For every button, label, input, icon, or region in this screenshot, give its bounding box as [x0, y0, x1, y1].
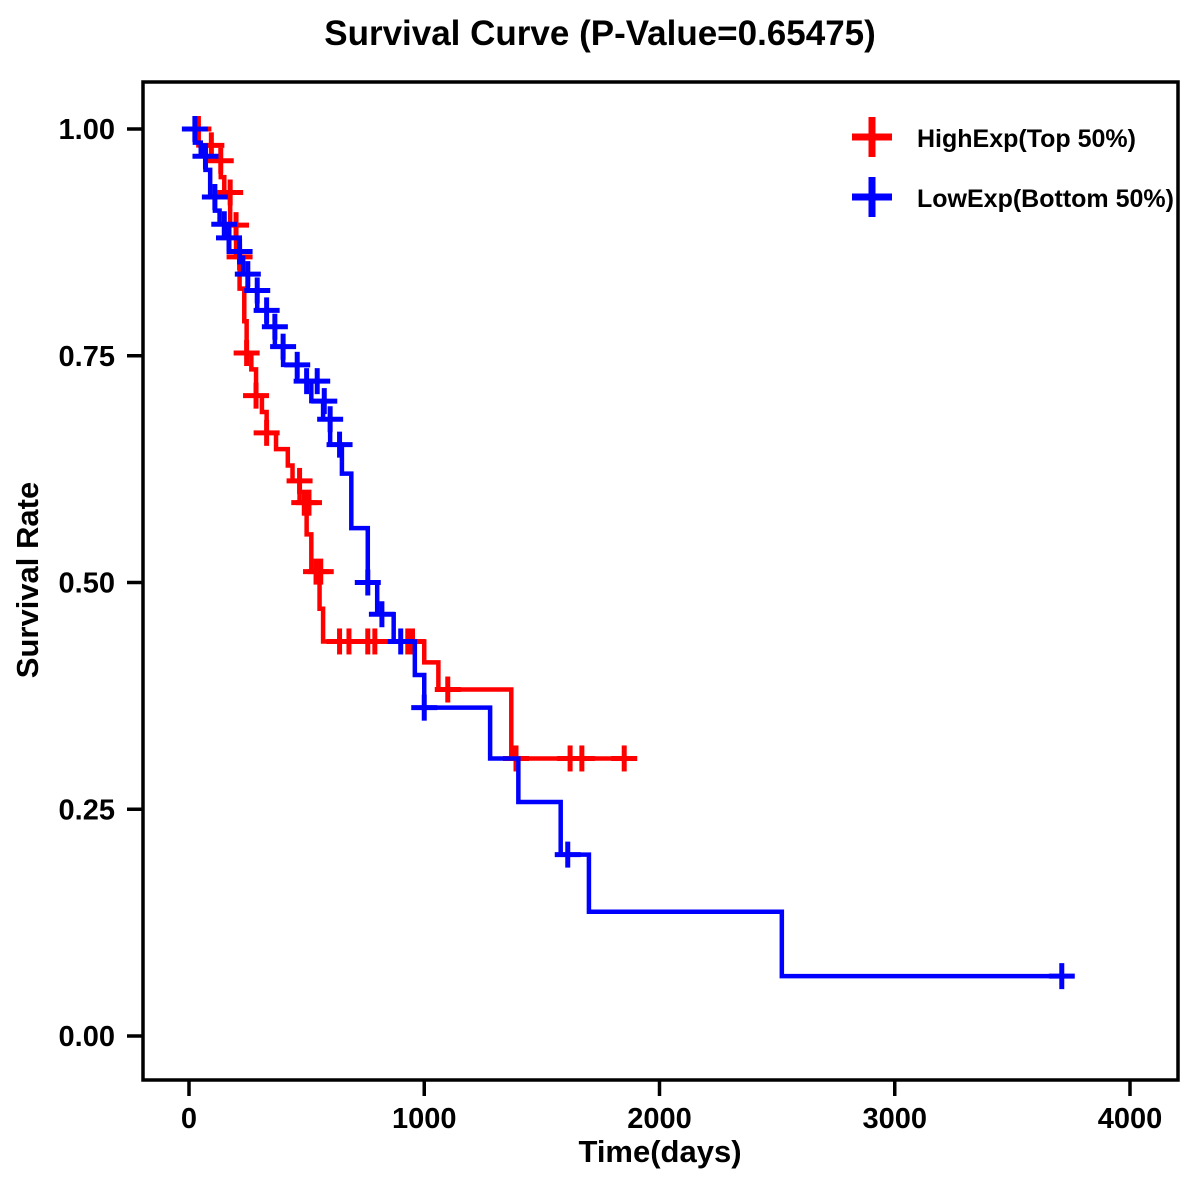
series-low-exp — [181, 116, 1075, 990]
censor-marker — [361, 628, 388, 655]
censor-marker — [434, 676, 461, 703]
censor-marker — [253, 419, 280, 446]
censor-marker — [211, 211, 238, 238]
x-axis-ticks: 0 1000 2000 3000 4000 — [181, 1080, 1162, 1135]
y-tick-label: 0.00 — [59, 1021, 115, 1053]
censor-marker — [295, 489, 322, 516]
step-line — [189, 126, 627, 761]
page-title: Survival Curve (P-Value=0.65475) — [324, 14, 876, 53]
censor-marker — [411, 694, 438, 721]
legend-label: HighExp(Top 50%) — [917, 125, 1136, 153]
censor-marker — [226, 238, 253, 265]
censor-marker — [243, 382, 270, 409]
censor-marker — [244, 277, 271, 304]
censor-marker — [261, 313, 288, 340]
y-axis-ticks: 0.00 0.25 0.50 0.75 1.00 — [59, 114, 143, 1053]
x-axis-label: Time(days) — [578, 1134, 741, 1169]
chart-legend: HighExp(Top 50%) LowExp(Bottom 50%) — [852, 117, 1174, 217]
censor-marker — [253, 297, 280, 324]
censor-marker — [192, 143, 219, 170]
censor-marker — [201, 184, 228, 211]
censor-marker — [217, 179, 244, 206]
x-tick-label: 0 — [181, 1103, 197, 1135]
y-tick-label: 1.00 — [59, 114, 115, 146]
censor-marker — [234, 261, 261, 288]
series-layer — [181, 116, 1075, 990]
plot-frame — [141, 80, 1180, 1082]
censor-marker — [270, 333, 297, 360]
y-tick-label: 0.75 — [59, 341, 115, 373]
censor-marker — [554, 841, 581, 868]
x-tick-label: 3000 — [862, 1103, 927, 1135]
censor-marker — [286, 467, 313, 494]
y-tick-label: 0.50 — [59, 568, 115, 600]
step-line — [189, 126, 1074, 979]
censor-marker — [568, 745, 595, 772]
series-high-exp — [185, 116, 638, 772]
censor-marker — [1048, 963, 1075, 990]
censor-marker — [611, 745, 638, 772]
censor-marker — [368, 601, 395, 628]
censor-marker — [307, 558, 334, 585]
y-axis-label: Survival Rate — [10, 482, 45, 678]
censor-marker — [284, 351, 311, 378]
y-tick-label: 0.25 — [59, 794, 115, 826]
censor-marker — [304, 368, 331, 395]
censor-marker — [181, 116, 208, 142]
censor-marker — [387, 628, 414, 655]
legend-item-high-exp[interactable]: HighExp(Top 50%) — [852, 117, 1136, 157]
censor-marker — [317, 406, 344, 433]
x-tick-label: 1000 — [392, 1103, 457, 1135]
x-tick-label: 4000 — [1098, 1103, 1163, 1135]
censor-marker — [326, 431, 353, 458]
legend-item-low-exp[interactable]: LowExp(Bottom 50%) — [852, 177, 1174, 217]
legend-label: LowExp(Bottom 50%) — [917, 185, 1174, 213]
censor-marker — [215, 224, 242, 251]
censor-marker — [207, 147, 234, 174]
censor-marker — [311, 388, 338, 415]
censor-marker — [354, 569, 381, 596]
x-tick-label: 2000 — [627, 1103, 692, 1135]
censor-marker — [233, 340, 260, 367]
